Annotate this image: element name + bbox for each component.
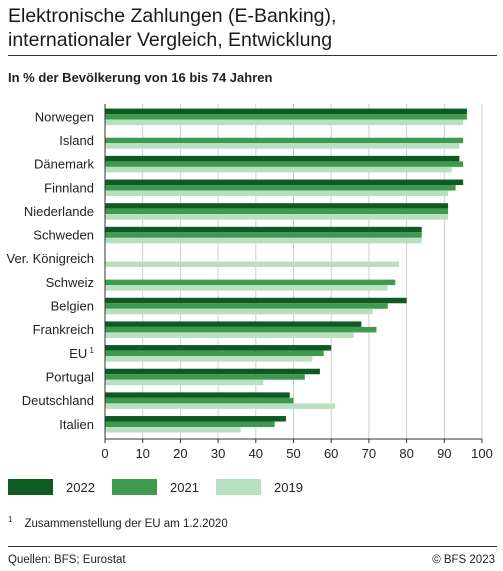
bar-deutschland-2021 <box>105 397 294 404</box>
bar-portugal-2022 <box>105 368 320 375</box>
legend-swatch-2019 <box>216 479 261 495</box>
bar-belgien-2021 <box>105 303 388 309</box>
bar-portugal-2019 <box>105 379 264 386</box>
title-line-2: internationaler Vergleich, Entwicklung <box>8 29 333 51</box>
title-line-1: Elektronische Zahlungen (E-Banking), <box>8 5 337 27</box>
bar-dänemark-2021 <box>105 161 464 167</box>
category-label-finnland: Finnland <box>44 180 94 195</box>
legend-swatch-2022 <box>8 479 53 495</box>
category-label-schweiz: Schweiz <box>46 275 94 290</box>
bar-deutschland-2022 <box>105 392 290 398</box>
legend-label-2021: 2021 <box>170 480 199 495</box>
bar-eu-2022 <box>105 345 332 351</box>
copyright-text: © BFS 2023 <box>432 554 495 566</box>
tick-label-50: 50 <box>286 446 300 461</box>
legend-label-2022: 2022 <box>66 480 95 495</box>
tick-label-90: 90 <box>437 446 451 461</box>
bar-finnland-2019 <box>105 190 449 197</box>
category-label-portugal: Portugal <box>46 369 95 384</box>
bar-ver-königreich-2019 <box>105 261 400 267</box>
bar-dänemark-2019 <box>105 166 452 173</box>
bar-frankreich-2022 <box>105 321 362 327</box>
bar-italien-2021 <box>105 421 275 428</box>
footnote: 1 Zusammenstellung der EU am 1.2.2020 <box>8 515 228 530</box>
chart-subtitle: In % der Bevölkerung von 16 bis 74 Jahre… <box>8 70 273 85</box>
bar-belgien-2022 <box>105 297 407 304</box>
tick-label-0: 0 <box>101 446 108 461</box>
bar-schweden-2019 <box>105 237 422 244</box>
tick-label-80: 80 <box>399 446 413 461</box>
category-label-island: Island <box>59 133 94 148</box>
chart-title: Elektronische Zahlungen (E-Banking), int… <box>8 4 336 52</box>
category-label-belgien: Belgien <box>51 299 94 314</box>
bar-norwegen-2021 <box>105 114 467 120</box>
bar-niederlande-2021 <box>105 208 449 215</box>
tick-label-10: 10 <box>135 446 149 461</box>
bar-italien-2022 <box>105 416 286 422</box>
legend-swatch-2021 <box>112 479 157 495</box>
title-rule <box>8 55 497 56</box>
tick-label-30: 30 <box>211 446 225 461</box>
bar-italien-2019 <box>105 427 241 433</box>
category-label-dänemark: Dänemark <box>34 157 94 172</box>
bar-frankreich-2021 <box>105 326 377 333</box>
bar-schweiz-2021 <box>105 279 396 286</box>
tick-label-100: 100 <box>471 446 493 461</box>
category-label-ver-königreich: Ver. Königreich <box>7 251 94 266</box>
tick-label-40: 40 <box>249 446 263 461</box>
footnote-mark: 1 <box>8 515 13 524</box>
category-label-eu: EU 1 <box>69 346 94 361</box>
category-footnote-mark: 1 <box>87 346 94 355</box>
bar-belgien-2019 <box>105 308 373 315</box>
footer-rule <box>8 546 497 547</box>
bar-norwegen-2019 <box>105 119 464 126</box>
bar-finnland-2022 <box>105 179 464 186</box>
category-label-norwegen: Norwegen <box>35 109 94 124</box>
category-label-frankreich: Frankreich <box>33 322 94 337</box>
bar-deutschland-2019 <box>105 403 335 409</box>
category-label-niederlande: Niederlande <box>24 204 94 219</box>
bar-schweden-2022 <box>105 226 422 233</box>
bar-niederlande-2019 <box>105 214 449 220</box>
bar-niederlande-2022 <box>105 203 449 209</box>
bar-portugal-2021 <box>105 374 305 380</box>
category-label-deutschland: Deutschland <box>22 393 94 408</box>
bar-norwegen-2022 <box>105 108 467 115</box>
tick-label-20: 20 <box>173 446 187 461</box>
bar-finnland-2021 <box>105 185 456 191</box>
category-label-italien: Italien <box>59 417 94 432</box>
bar-schweden-2021 <box>105 232 422 238</box>
bar-schweiz-2019 <box>105 285 388 291</box>
bar-eu-2019 <box>105 356 313 362</box>
source-text: Quellen: BFS; Eurostat <box>8 554 126 566</box>
tick-label-60: 60 <box>324 446 338 461</box>
bar-island-2021 <box>105 137 464 144</box>
bar-eu-2021 <box>105 350 324 357</box>
category-label-schweden: Schweden <box>33 228 94 243</box>
bar-dänemark-2022 <box>105 155 460 162</box>
footnote-text: Zusammenstellung der EU am 1.2.2020 <box>24 517 228 530</box>
tick-label-70: 70 <box>362 446 376 461</box>
bar-island-2019 <box>105 143 460 149</box>
bar-frankreich-2019 <box>105 332 354 338</box>
legend-label-2019: 2019 <box>274 480 303 495</box>
